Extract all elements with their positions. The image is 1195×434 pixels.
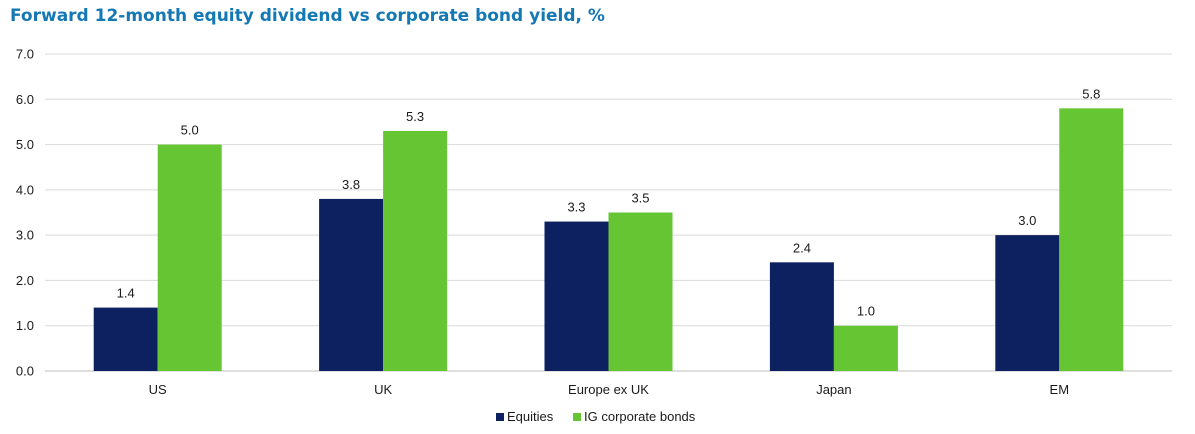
- data-label: 3.8: [342, 177, 360, 192]
- x-tick-label: UK: [374, 382, 392, 397]
- legend-equities-label: Equities: [507, 409, 554, 424]
- legend-equities-swatch: [496, 413, 504, 421]
- y-tick-label: 2.0: [16, 273, 34, 288]
- data-label: 3.5: [631, 191, 649, 206]
- bar-equities: [769, 262, 834, 371]
- y-tick-label: 0.0: [16, 364, 34, 379]
- bar-equities: [544, 221, 609, 371]
- data-label: 5.3: [406, 109, 424, 124]
- bar-bonds: [1059, 108, 1124, 371]
- data-label: 1.4: [117, 286, 135, 301]
- bar-bonds: [608, 212, 673, 371]
- bar-bonds: [383, 130, 448, 371]
- bar-bonds: [833, 325, 898, 371]
- bar-equities: [319, 198, 384, 371]
- x-tick-label: Japan: [816, 382, 851, 397]
- bar-equities: [93, 307, 158, 371]
- data-label: 2.4: [793, 240, 811, 255]
- legend-bonds-label: IG corporate bonds: [584, 409, 696, 424]
- bar-bonds: [157, 144, 222, 371]
- y-tick-label: 5.0: [16, 137, 34, 152]
- y-tick-label: 1.0: [16, 318, 34, 333]
- legend-bonds-swatch: [573, 413, 581, 421]
- x-tick-label: US: [149, 382, 167, 397]
- x-tick-label: Europe ex UK: [568, 382, 649, 397]
- y-tick-label: 4.0: [16, 182, 34, 197]
- data-label: 1.0: [857, 304, 875, 319]
- x-tick-label: EM: [1050, 382, 1070, 397]
- chart-title: Forward 12-month equity dividend vs corp…: [10, 6, 605, 26]
- bar-equities: [995, 235, 1060, 371]
- y-tick-label: 6.0: [16, 92, 34, 107]
- data-label: 5.8: [1082, 86, 1100, 101]
- y-tick-label: 7.0: [16, 47, 34, 62]
- data-label: 5.0: [181, 123, 199, 138]
- y-tick-label: 3.0: [16, 228, 34, 243]
- data-label: 3.0: [1018, 213, 1036, 228]
- data-label: 3.3: [567, 200, 585, 215]
